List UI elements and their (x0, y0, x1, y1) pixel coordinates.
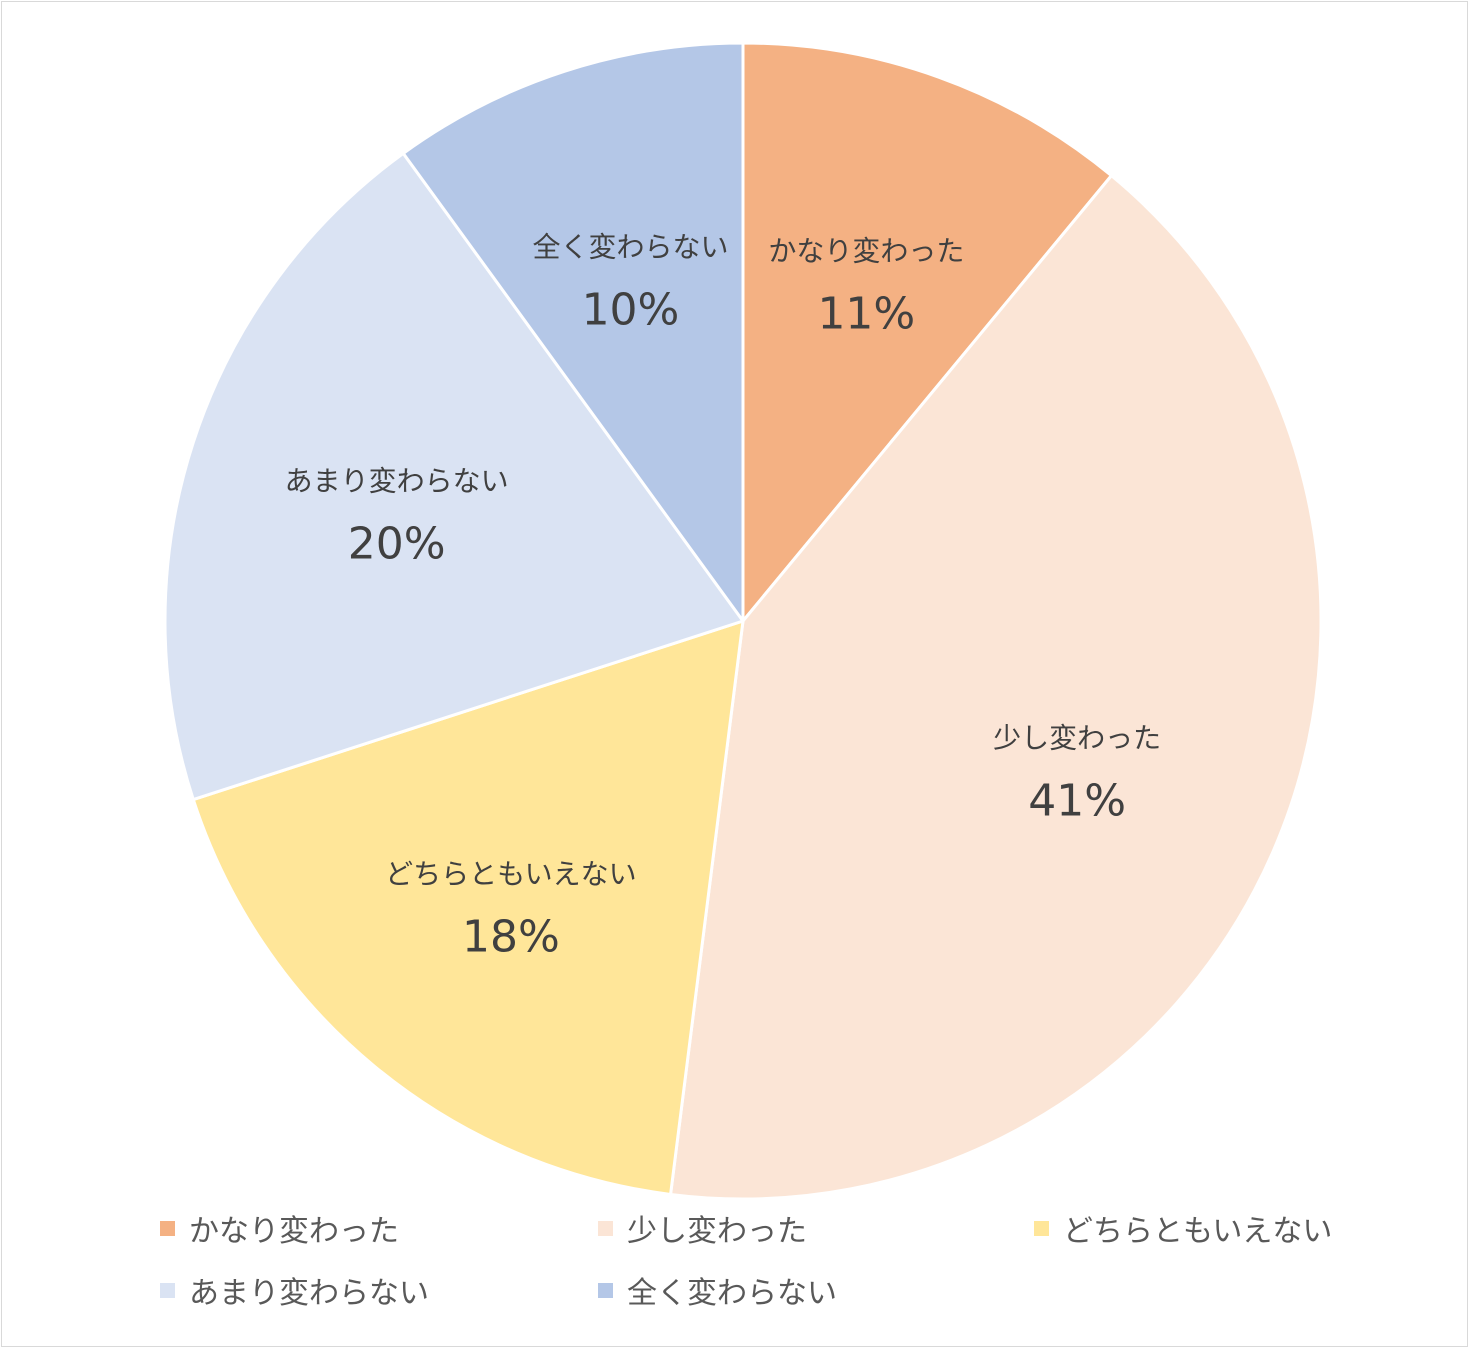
legend-label-1: 少し変わった (627, 1214, 807, 1249)
slice-label-1: 少し変わった (993, 722, 1161, 755)
legend-swatch-2 (1034, 1220, 1049, 1236)
pie-chart: かなり変わった 11% 少し変わった 41% どちらともいえない 18% あまり変わらない 2… (163, 41, 1323, 1200)
legend-item-0: かなり変わった (160, 1208, 399, 1249)
legend-item-1: 少し変わった (598, 1208, 807, 1249)
slice-value-0: 11% (817, 288, 915, 339)
pie-slice-0 (741, 41, 1113, 623)
slice-value-3: 20% (348, 518, 446, 569)
slice-label-0: かなり変わった (768, 234, 964, 267)
legend-item-4: 全く変わらない (598, 1270, 837, 1311)
legend-label-4: 全く変わらない (627, 1276, 837, 1311)
legend-item-3: あまり変わらない (160, 1270, 429, 1311)
pie-slice-2 (191, 619, 745, 1196)
pie-labels: かなり変わった 11% 少し変わった 41% どちらともいえない 18% あまり変わらない 2… (285, 231, 1162, 963)
legend-label-2: どちらともいえない (1063, 1214, 1333, 1249)
pie-slice-3 (163, 151, 745, 802)
legend-swatch-3 (160, 1282, 175, 1298)
legend-swatch-0 (160, 1220, 175, 1236)
legend-swatch-1 (598, 1220, 613, 1236)
slice-label-4: 全く変わらない (532, 231, 728, 264)
slice-label-2: どちらともいえない (385, 858, 636, 891)
legend-swatch-4 (598, 1282, 613, 1298)
slice-value-2: 18% (462, 912, 560, 963)
legend-item-2: どちらともいえない (1034, 1208, 1333, 1249)
pie-slices (163, 41, 1323, 1200)
slice-value-4: 10% (582, 285, 680, 336)
slice-value-1: 41% (1028, 776, 1126, 827)
pie-slice-1 (669, 174, 1323, 1200)
slice-label-3: あまり変わらない (285, 464, 509, 497)
legend-label-0: かなり変わった (189, 1214, 399, 1249)
pie-slice-4 (401, 41, 745, 623)
legend-label-3: あまり変わらない (189, 1276, 429, 1311)
